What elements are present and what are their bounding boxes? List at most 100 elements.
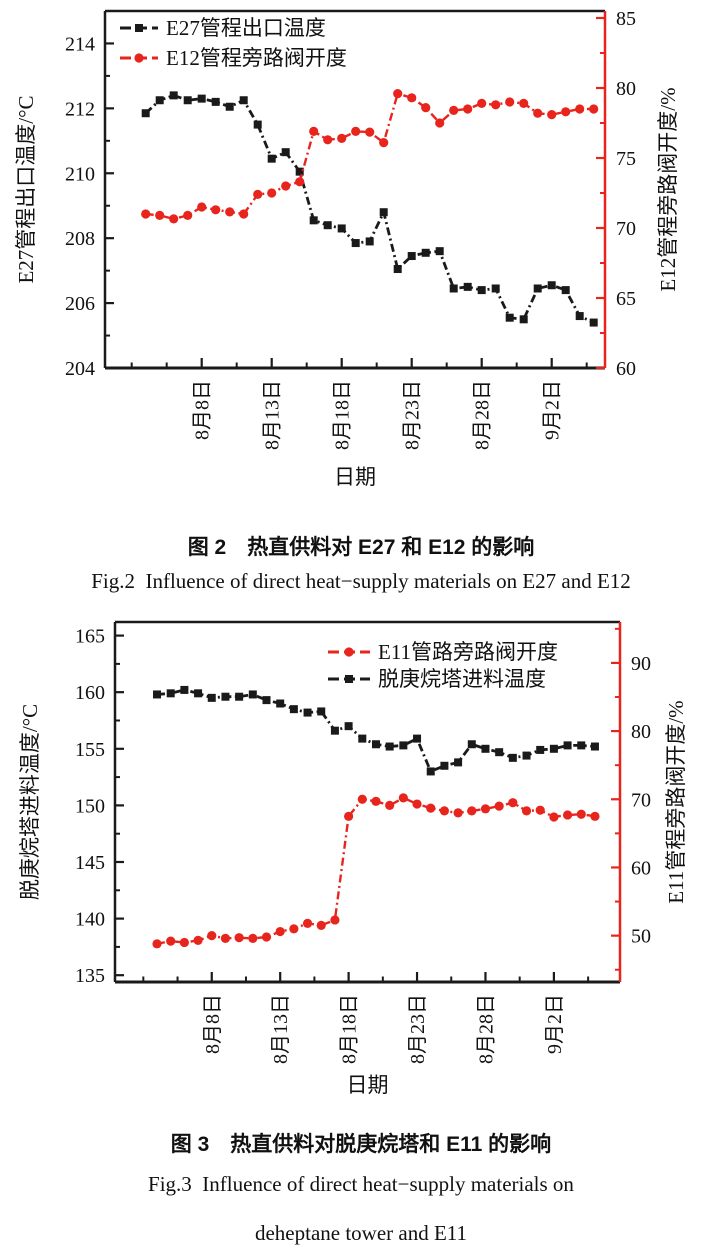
square-marker	[577, 741, 586, 750]
figure2-caption-zh: 图 2 热直供料对 E27 和 E12 的影响	[187, 536, 535, 559]
square-marker	[317, 707, 326, 716]
svg-text:165: 165	[75, 626, 105, 648]
square-marker	[413, 734, 422, 743]
x-tick-label: 9月2日	[544, 994, 566, 1054]
legend: E27管程出口温度 E12管程旁路阀开度	[120, 16, 347, 70]
circle-marker	[467, 806, 477, 816]
square-marker	[519, 315, 528, 324]
series-line-E11管路旁路阀开度	[156, 796, 596, 945]
circle-marker	[344, 647, 354, 657]
circle-marker	[521, 806, 532, 816]
circle-marker	[253, 189, 263, 199]
svg-text:65: 65	[616, 288, 636, 310]
square-marker	[180, 685, 189, 694]
circle-marker	[398, 793, 408, 803]
circle-marker	[421, 103, 431, 113]
circle-marker	[155, 210, 165, 220]
right-axis-title: E11管程旁路阀开度/%	[664, 700, 688, 903]
svg-text:140: 140	[75, 909, 105, 931]
square-marker	[141, 109, 150, 118]
circle-marker	[234, 933, 244, 943]
circle-marker	[316, 920, 326, 931]
circle-marker	[549, 812, 559, 822]
circle-marker	[561, 107, 571, 117]
square-marker	[385, 742, 394, 751]
x-tick-label: 8月13日	[262, 380, 284, 450]
x-tick-label: 8月28日	[475, 994, 497, 1064]
square-marker	[309, 216, 318, 225]
circle-marker	[211, 205, 221, 215]
square-marker	[495, 748, 504, 757]
circle-marker	[267, 188, 277, 198]
figure3-line-chart: 135 140 145 150 155 160 165 50 60 70 80 90 8月8日 8月13日…	[18, 620, 688, 1097]
svg-text:70: 70	[631, 789, 651, 811]
circle-marker	[225, 207, 235, 217]
svg-text:206: 206	[65, 293, 95, 315]
right-axis-title: E12管程旁路阀开度/%	[656, 87, 680, 291]
x-tick-label: 8月8日	[192, 380, 214, 440]
square-marker	[267, 154, 276, 163]
square-marker	[358, 734, 367, 743]
circle-marker	[385, 800, 395, 811]
circle-marker	[183, 210, 193, 220]
square-marker	[207, 693, 216, 702]
x-tick-label: 8月28日	[472, 380, 494, 450]
svg-text:155: 155	[75, 739, 105, 761]
square-marker	[563, 741, 572, 750]
circle-marker	[519, 98, 529, 108]
left-axis-title: E27管程出口温度/°C	[14, 95, 38, 283]
figure2-caption-en: Fig.2 Influence of direct heat−supply ma…	[91, 569, 631, 593]
square-marker	[547, 281, 556, 290]
circle-marker	[439, 806, 450, 816]
x-tick-label: 8月23日	[402, 380, 424, 450]
circle-marker	[575, 104, 585, 114]
square-marker	[421, 248, 430, 257]
square-marker	[330, 726, 339, 735]
svg-text:80: 80	[616, 78, 636, 100]
x-tick-label: 8月8日	[202, 994, 224, 1054]
square-marker	[281, 148, 290, 157]
square-marker	[407, 252, 416, 261]
svg-text:50: 50	[631, 926, 651, 948]
circle-marker	[547, 110, 557, 120]
circle-marker	[533, 108, 543, 118]
circle-marker	[275, 926, 285, 937]
circle-marker	[309, 126, 319, 136]
circle-marker	[463, 104, 473, 114]
square-marker	[289, 705, 298, 714]
circle-marker	[351, 126, 361, 136]
square-marker	[371, 740, 380, 749]
square-marker	[262, 696, 271, 705]
square-marker	[477, 286, 486, 295]
square-marker	[345, 675, 353, 683]
svg-text:75: 75	[616, 148, 636, 170]
svg-text:60: 60	[616, 358, 636, 380]
circle-marker	[508, 798, 518, 808]
svg-text:214: 214	[65, 33, 95, 55]
square-marker	[194, 689, 203, 698]
square-marker	[295, 167, 304, 176]
square-marker	[248, 690, 257, 699]
square-marker	[435, 247, 444, 256]
svg-text:90: 90	[631, 653, 651, 675]
circle-marker	[323, 135, 333, 145]
square-marker	[303, 708, 312, 717]
plot-area: 204 206 208 210 212 214 60 65 70 75 80 85 8月8日 8月13日 8…	[14, 8, 680, 489]
figure3-caption-en-line1: Fig.3 Influence of direct heat−supply ma…	[148, 1172, 574, 1196]
svg-text:150: 150	[75, 795, 105, 817]
circle-marker	[239, 209, 249, 219]
circle-marker	[169, 214, 179, 224]
circle-marker	[426, 803, 436, 813]
svg-text:204: 204	[65, 358, 95, 380]
square-marker	[454, 758, 463, 767]
circle-marker	[295, 177, 305, 187]
square-marker	[522, 751, 531, 760]
plot-area: 135 140 145 150 155 160 165 50 60 70 80 90 8月8日 8月13日…	[18, 620, 688, 1097]
circle-marker	[152, 939, 162, 949]
circle-marker	[453, 808, 463, 818]
square-marker	[379, 208, 388, 217]
circle-marker	[207, 931, 217, 941]
circle-marker	[179, 937, 189, 948]
